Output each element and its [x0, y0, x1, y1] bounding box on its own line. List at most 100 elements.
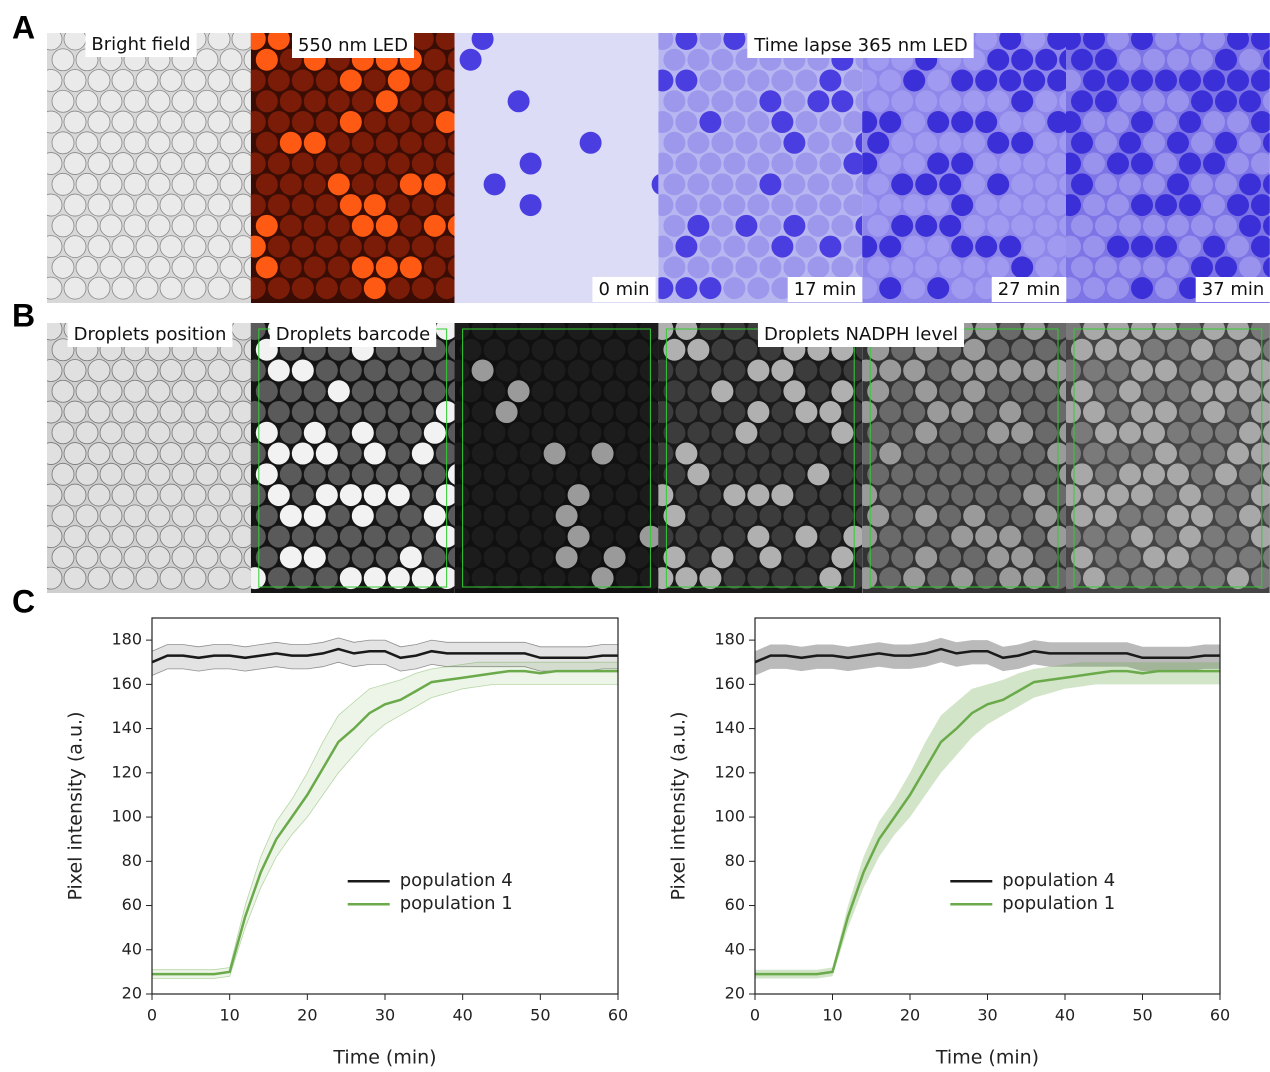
- droplet: [454, 359, 470, 382]
- droplet: [591, 442, 614, 465]
- droplet: [675, 69, 698, 92]
- droplet: [387, 69, 410, 92]
- droplet: [999, 235, 1022, 258]
- droplet: [1011, 338, 1034, 361]
- droplet: [687, 48, 710, 71]
- droplet: [87, 442, 111, 465]
- droplet: [1011, 48, 1034, 71]
- droplet: [423, 380, 446, 403]
- droplet: [459, 48, 482, 71]
- droplet: [1107, 235, 1129, 258]
- droplet: [75, 89, 99, 113]
- droplet: [75, 379, 99, 403]
- droplet: [975, 525, 998, 548]
- droplet: [1191, 173, 1213, 196]
- droplet: [1179, 33, 1201, 50]
- droplet: [1143, 214, 1165, 237]
- droplet: [99, 379, 123, 403]
- droplet: [807, 173, 830, 196]
- droplet: [219, 48, 243, 72]
- droplet: [699, 152, 722, 175]
- droplet: [459, 463, 482, 486]
- droplet: [1047, 442, 1067, 465]
- droplet: [1251, 111, 1270, 134]
- droplet: [87, 483, 111, 507]
- droplet: [171, 255, 195, 279]
- droplet: [351, 421, 374, 444]
- droplet: [423, 256, 446, 279]
- droplet: [63, 235, 87, 259]
- droplet: [1107, 323, 1129, 340]
- droplet: [495, 235, 518, 258]
- droplet: [1095, 214, 1117, 237]
- droplet: [711, 463, 734, 486]
- droplet: [1143, 463, 1165, 486]
- droplet: [375, 504, 398, 527]
- droplet: [543, 567, 566, 590]
- droplet: [495, 33, 518, 50]
- droplet: [123, 504, 147, 528]
- droplet: [207, 152, 231, 175]
- droplet: [711, 214, 734, 237]
- droplet: [663, 421, 686, 444]
- droplet: [1167, 173, 1189, 196]
- droplet: [135, 110, 159, 134]
- droplet: [1203, 111, 1225, 134]
- droplet: [195, 48, 219, 72]
- droplet: [1047, 194, 1067, 217]
- droplet: [543, 194, 566, 217]
- droplet: [658, 484, 674, 507]
- droplet: [123, 545, 147, 569]
- droplet: [699, 484, 722, 507]
- droplet: [411, 235, 434, 258]
- droplet: [531, 380, 554, 403]
- droplet: [495, 194, 518, 217]
- droplet: [454, 401, 470, 424]
- droplet: [759, 256, 782, 279]
- droplet: [687, 338, 710, 361]
- droplet: [1083, 484, 1105, 507]
- droplet: [207, 33, 231, 51]
- droplet: [519, 442, 542, 465]
- droplet: [591, 525, 614, 548]
- droplet: [723, 484, 746, 507]
- droplet: [171, 89, 195, 113]
- droplet: [483, 463, 506, 486]
- droplet: [651, 505, 659, 527]
- droplet: [1023, 111, 1046, 134]
- caption-bg: [991, 277, 1067, 302]
- droplet: [1066, 323, 1081, 340]
- droplet: [663, 90, 686, 113]
- droplet: [1011, 504, 1034, 527]
- droplet: [819, 69, 842, 92]
- droplet: [63, 442, 87, 465]
- droplet: [327, 421, 350, 444]
- droplet: [1011, 546, 1034, 569]
- droplet: [207, 110, 231, 134]
- droplet: [51, 131, 75, 155]
- droplet: [1239, 421, 1261, 444]
- droplet: [903, 484, 926, 507]
- droplet: [999, 111, 1022, 134]
- droplet: [543, 235, 566, 258]
- droplet: [795, 359, 818, 382]
- droplet: [507, 421, 530, 444]
- droplet: [1263, 422, 1270, 443]
- droplet: [231, 525, 251, 548]
- droplet: [135, 69, 159, 92]
- droplet: [747, 359, 770, 382]
- droplet: [1131, 567, 1153, 590]
- droplet: [1203, 359, 1225, 382]
- droplet: [267, 401, 290, 424]
- droplet: [615, 442, 638, 465]
- droplet: [903, 567, 926, 590]
- droplet: [987, 338, 1010, 361]
- droplet: [250, 277, 266, 300]
- droplet: [147, 545, 171, 569]
- droplet: [615, 401, 638, 424]
- y-tick-label: 80: [725, 851, 745, 870]
- droplet: [435, 277, 455, 300]
- droplet: [51, 172, 75, 196]
- droplet: [1215, 504, 1237, 527]
